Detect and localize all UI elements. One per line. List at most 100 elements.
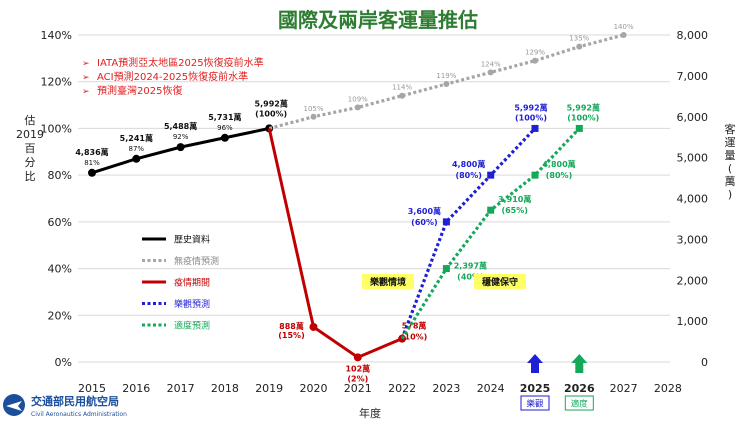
data-point (531, 124, 539, 132)
note-bullet-icon: ➢ (82, 73, 90, 83)
logo: 交通部民用航空局 Civil Aeronautics Administratio… (3, 394, 127, 418)
axis-label-char: 比 (25, 170, 36, 183)
y-left-tick-label: 40% (48, 263, 72, 276)
x-tick-labels: 2015 2016 2017 2018 2019 2020 2021 2022 2023 2024… (78, 382, 682, 395)
legend-label: 疫情期間 (174, 277, 210, 289)
x-tick-label: 2016 (122, 382, 150, 395)
series-適度預測: 2,397萬(40%)3,910萬(65%)4,800萬(80%)5,992萬(… (400, 102, 600, 340)
scenario-badges: 樂觀情境 穩健保守 (362, 274, 526, 289)
y-right-axis-label: 客運量(萬) (725, 122, 736, 201)
y-left-tick-labels: 0% 20% 40% 60% 80% 100% 120% 140% (41, 29, 72, 369)
series-歷史資料: 4,836萬 81% 5,241萬 87% 5,488萬 92% 5,731萬 96% 5,99… (75, 98, 288, 177)
x-tick-label: 2021 (344, 382, 372, 395)
legend-label: 適度預測 (174, 320, 210, 332)
data-label: 3,600萬 (408, 206, 441, 216)
data-label: 135% (569, 35, 589, 43)
note-text: IATA預測亞太地區2025恢復疫前水準 (97, 56, 264, 69)
data-label: 5,731萬 (208, 112, 241, 122)
data-label: 102萬 (345, 363, 370, 373)
x-tick-label: 2019 (255, 382, 283, 395)
data-point (442, 265, 450, 273)
data-label: 4,800萬 (542, 159, 575, 169)
scenario-badge (362, 274, 414, 289)
data-label: 96% (217, 124, 233, 132)
data-label: 5,992萬 (514, 102, 547, 112)
note-text: ACI預測2024-2025恢復疫前水準 (97, 70, 248, 83)
y-left-tick-label: 0% (55, 356, 72, 369)
series-無疫情預測: 105% 109% 114% 119% 124% 129% 135% 140% (268, 23, 634, 130)
data-label: (15%) (278, 331, 304, 340)
up-arrow-icon (571, 354, 588, 373)
data-label: (40%) (457, 273, 483, 282)
target-tag-label: 樂觀 (526, 399, 544, 410)
x-tick-label: 2017 (167, 382, 195, 395)
x-axis-label: 年度 (359, 406, 381, 420)
data-label: 5,992萬 (567, 102, 600, 112)
x-tick-label: 2015 (78, 382, 106, 395)
y-right-tick-label: 2,000 (677, 274, 709, 287)
axis-label-char: 百 (25, 142, 36, 155)
scenario-badge-label: 穩健保守 (481, 276, 518, 288)
x-tick-label: 2018 (211, 382, 239, 395)
data-point (399, 92, 406, 99)
data-point (353, 353, 362, 362)
target-tag-label: 適度 (571, 399, 589, 410)
axis-label-char: 萬 (725, 175, 736, 188)
x-tick-label: 2022 (388, 382, 416, 395)
target-tag-box (520, 395, 550, 411)
data-label: 109% (348, 95, 368, 103)
axis-label-char: 分 (25, 156, 36, 169)
data-label: 119% (436, 72, 456, 80)
y-right-tick-labels: 0 1,000 2,000 3,000 4,000 5,000 6,000 7,000 8,00… (677, 29, 709, 369)
axis-label-char: ( (728, 162, 732, 175)
logo-name-en: Civil Aeronautics Administration (31, 411, 127, 418)
logo-name-zh: 交通部民用航空局 (31, 394, 119, 408)
data-label: 105% (303, 105, 323, 113)
x-tick-label: 2024 (477, 382, 505, 395)
x-tick-label: 2020 (300, 382, 328, 395)
data-point (487, 171, 495, 179)
legend-label: 歷史資料 (174, 234, 210, 246)
y-left-tick-label: 120% (41, 76, 72, 89)
notes: ➢ IATA預測亞太地區2025恢復疫前水準 ➢ ACI預測2024-2025恢復疫前… (82, 56, 264, 97)
data-label: 578萬 (402, 321, 427, 331)
legend-label: 無疫情預測 (174, 255, 219, 267)
data-label: 140% (614, 23, 634, 31)
data-point (132, 154, 141, 163)
scenario-badge-label: 樂觀情境 (370, 276, 406, 288)
axis-label-char: 2019 (16, 128, 44, 141)
legend-label: 樂觀預測 (174, 298, 210, 310)
x-tick-label: 2025 (520, 382, 551, 395)
data-label: (60%) (411, 218, 437, 227)
note-bullet-icon: ➢ (82, 87, 90, 97)
data-label: (80%) (546, 171, 572, 180)
y-left-tick-label: 140% (41, 29, 72, 42)
data-label: (10%) (401, 333, 427, 342)
data-label: 92% (173, 133, 189, 141)
x-tick-label: 2026 (564, 382, 595, 395)
data-point (487, 69, 494, 76)
data-point (442, 218, 450, 226)
data-point (620, 32, 627, 38)
data-label: (80%) (455, 171, 481, 180)
data-point (309, 322, 318, 331)
data-point (575, 124, 583, 132)
logo-plane-icon (6, 401, 22, 411)
axis-label-char: 量 (725, 149, 736, 162)
series-樂觀預測: 3,600萬 (60%) 4,800萬 (80%) 5,992萬(100%) (400, 102, 548, 340)
data-label: 114% (392, 84, 412, 92)
y-left-tick-label: 100% (41, 122, 72, 135)
target-markers: 樂觀 適度 (520, 354, 594, 411)
data-label: 5,488萬 (164, 121, 197, 131)
target-tag-box (564, 395, 594, 411)
data-point (532, 57, 538, 64)
data-point (576, 43, 583, 50)
gridlines (78, 34, 670, 363)
axis-label-char: 客 (725, 122, 736, 136)
series-line (400, 127, 537, 340)
y-right-tick-label: 4,000 (677, 193, 709, 206)
data-point (176, 143, 185, 152)
data-label: 124% (481, 60, 501, 68)
